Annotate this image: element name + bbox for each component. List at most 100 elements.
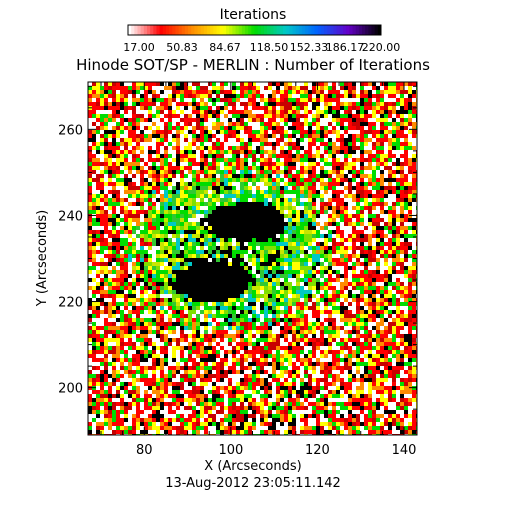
heatmap-cell (88, 174, 92, 178)
heatmap-cell (280, 306, 284, 310)
heatmap-cell (384, 82, 388, 86)
heatmap-cell (232, 82, 236, 86)
heatmap-cell (128, 158, 132, 162)
heatmap-cell (208, 270, 212, 274)
heatmap-cell (276, 110, 280, 114)
heatmap-cell (168, 254, 172, 258)
heatmap-cell (236, 174, 240, 178)
heatmap-cell (216, 118, 220, 122)
heatmap-cell (332, 174, 336, 178)
heatmap-cell (192, 158, 196, 162)
heatmap-cell (272, 314, 276, 318)
heatmap-cell (332, 238, 336, 242)
heatmap-cell (152, 302, 156, 306)
heatmap-cell (184, 226, 188, 230)
heatmap-cell (220, 278, 224, 282)
heatmap-cell (116, 306, 120, 310)
heatmap-cell (304, 90, 308, 94)
heatmap-cell (216, 198, 220, 202)
heatmap-cell (136, 194, 140, 198)
heatmap-cell (336, 170, 340, 174)
heatmap-cell (412, 198, 416, 202)
heatmap-cell (296, 126, 300, 130)
heatmap-cell (276, 202, 280, 206)
heatmap-cell (220, 186, 224, 190)
heatmap-cell (200, 130, 204, 134)
heatmap-cell (356, 214, 360, 218)
heatmap-cell (248, 270, 252, 274)
heatmap-cell (116, 318, 120, 322)
heatmap-cell (232, 190, 236, 194)
heatmap-cell (132, 290, 136, 294)
heatmap-cell (128, 314, 132, 318)
colorbar-cell (175, 25, 180, 35)
heatmap-cell (340, 306, 344, 310)
heatmap-cell (248, 294, 252, 298)
heatmap-cell (92, 306, 96, 310)
heatmap-cell (136, 142, 140, 146)
heatmap-cell (340, 202, 344, 206)
heatmap-cell (228, 302, 232, 306)
heatmap-cell (376, 90, 380, 94)
heatmap-cell (100, 170, 104, 174)
heatmap-cell (240, 282, 244, 286)
heatmap-cell (388, 174, 392, 178)
heatmap-cell (168, 310, 172, 314)
heatmap-cell (340, 178, 344, 182)
heatmap-cell (308, 194, 312, 198)
heatmap-cell (288, 146, 292, 150)
heatmap-cell (140, 242, 144, 246)
heatmap-cell (116, 94, 120, 98)
heatmap-cell (292, 258, 296, 262)
heatmap-cell (300, 98, 304, 102)
heatmap-cell (316, 154, 320, 158)
heatmap-cell (352, 230, 356, 234)
heatmap-cell (220, 294, 224, 298)
heatmap-cell (396, 218, 400, 222)
heatmap-cell (128, 134, 132, 138)
heatmap-cell (156, 226, 160, 230)
heatmap-cell (368, 158, 372, 162)
heatmap-cell (236, 90, 240, 94)
heatmap-cell (112, 110, 116, 114)
heatmap-cell (88, 194, 92, 198)
heatmap-cell (88, 94, 92, 98)
heatmap-cell (400, 98, 404, 102)
heatmap-cell (104, 170, 108, 174)
heatmap-cell (412, 174, 416, 178)
heatmap-cell (256, 166, 260, 170)
heatmap-cell (272, 90, 276, 94)
heatmap-cell (292, 262, 296, 266)
heatmap-cell (152, 274, 156, 278)
heatmap-cell (348, 270, 352, 274)
heatmap-cell (120, 242, 124, 246)
heatmap-cell (276, 134, 280, 138)
heatmap-cell (216, 102, 220, 106)
heatmap-cell (160, 146, 164, 150)
heatmap-cell (344, 274, 348, 278)
heatmap-cell (112, 262, 116, 266)
heatmap-cell (288, 142, 292, 146)
heatmap-cell (348, 182, 352, 186)
heatmap-cell (380, 226, 384, 230)
heatmap-cell (168, 86, 172, 90)
heatmap-cell (276, 294, 280, 298)
colorbar-cell (320, 25, 325, 35)
heatmap-cell (360, 90, 364, 94)
heatmap-cell (204, 198, 208, 202)
heatmap-cell (112, 294, 116, 298)
heatmap-cell (344, 258, 348, 262)
heatmap-cell (212, 214, 216, 218)
heatmap-cell (392, 130, 396, 134)
heatmap-cell (224, 174, 228, 178)
heatmap-cell (108, 182, 112, 186)
heatmap-cell (240, 270, 244, 274)
heatmap-cell (300, 158, 304, 162)
heatmap-cell (332, 202, 336, 206)
heatmap-cell (340, 194, 344, 198)
heatmap-cell (200, 214, 204, 218)
heatmap-cell (248, 122, 252, 126)
heatmap-cell (304, 282, 308, 286)
heatmap-cell (132, 258, 136, 262)
heatmap-cell (396, 138, 400, 142)
